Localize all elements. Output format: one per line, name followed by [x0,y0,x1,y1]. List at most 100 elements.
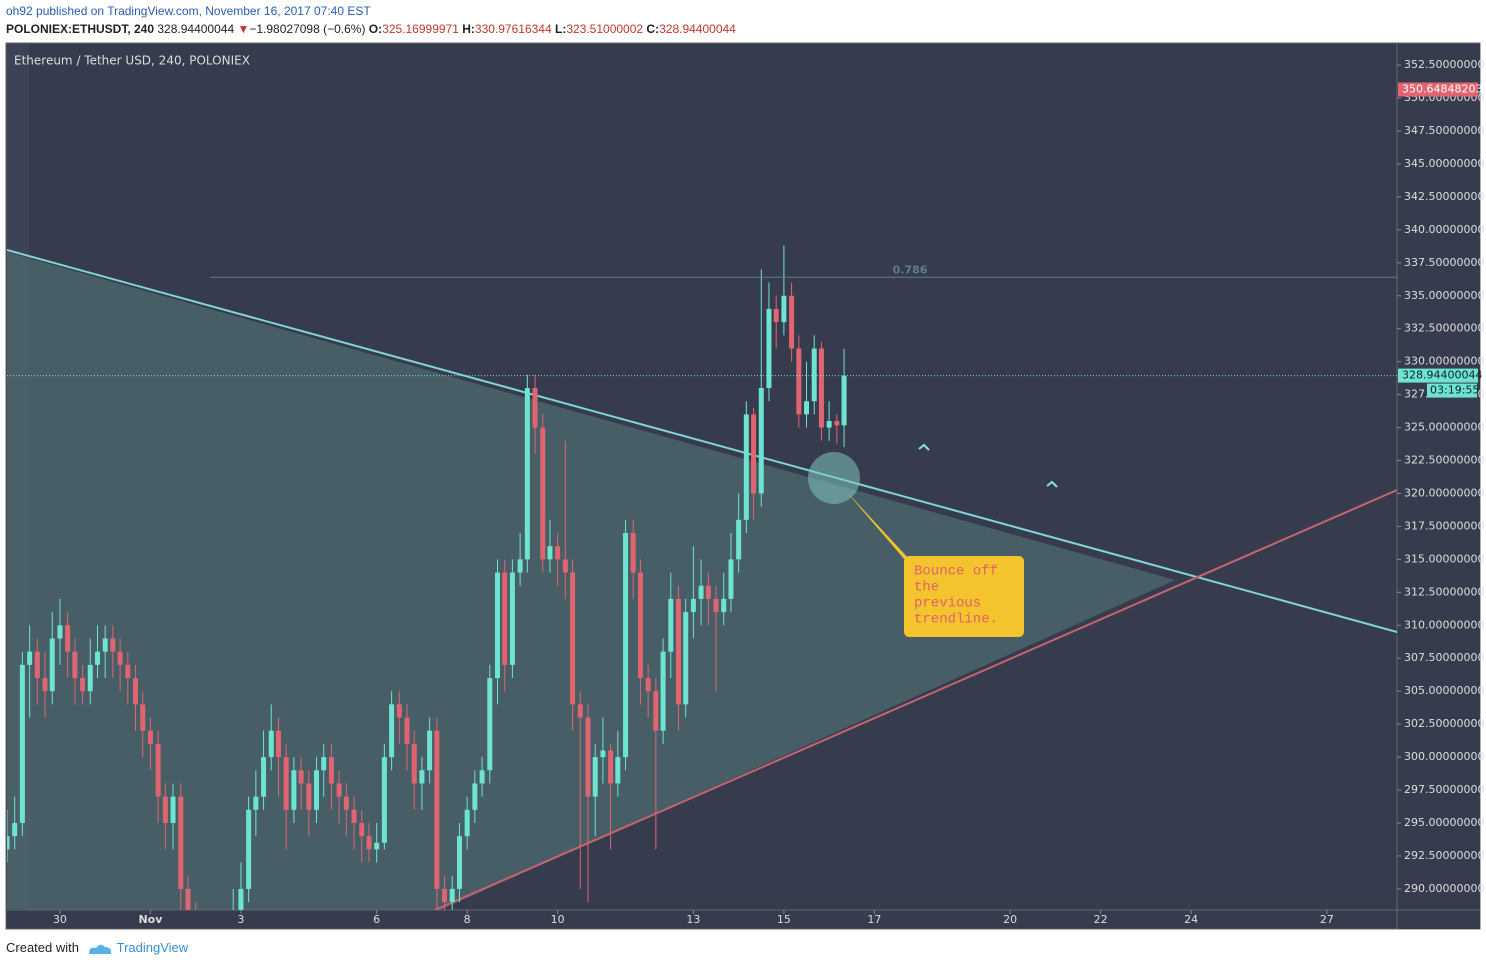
y-tick-label: 352.50000000 [1404,58,1484,71]
candle-body [675,598,681,705]
x-tick-label: 30 [53,913,67,926]
o: 325.16999971 [382,22,459,36]
candle-body [366,836,372,850]
candle-body [253,796,259,810]
candle-body [502,572,508,665]
c-label: C: [646,22,660,36]
candle-body [12,823,18,837]
candles [7,245,847,910]
candle-body [313,770,319,810]
candle-body [487,678,493,771]
candle-body [781,295,787,323]
y-tick-label: 322.50000000 [1404,454,1484,467]
candle-body [472,783,478,810]
candle-body [343,796,349,810]
y-tick-label: 315.00000000 [1404,552,1484,565]
candle-body [336,783,342,797]
candle-body [540,427,546,560]
candle-body [811,348,817,402]
y-tick-label: 295.00000000 [1404,816,1484,829]
byline: oh92 published on TradingView.com, Novem… [6,4,371,18]
x-tick-label: 8 [464,913,471,926]
last-price-label: 328.94400044 [1402,369,1482,382]
candle-body [321,757,327,771]
candle-body [721,598,727,613]
candle-body [275,730,281,758]
arrow: ▼ [237,22,250,36]
y-tick-label: 325.00000000 [1404,421,1484,434]
marker [918,443,930,451]
candle-body [49,638,55,692]
high-price-tag [1398,82,1478,97]
candle-body [834,420,840,426]
candle-body [155,743,161,797]
candle-body [509,572,515,665]
y-tick-label: 330.00000000 [1404,355,1484,368]
chart: Bounce off the previous trendline. Ether… [5,42,1484,930]
candle-body [442,888,448,903]
candle-body [374,842,380,850]
h-label: H: [462,22,475,36]
candle-body [683,612,689,705]
candle-body [27,651,33,665]
candle-body [178,796,184,889]
candle-body [87,664,93,692]
candle-body [351,809,357,824]
candle-body [102,638,108,652]
x-tick-label: 17 [867,913,881,926]
candle-body [547,546,553,560]
created: Created with [6,940,79,955]
drawings [7,249,1397,910]
trendline-up [434,489,1397,910]
candle-body [42,678,48,692]
candle-body [736,519,742,560]
candle-body [298,770,304,784]
candle-body [283,757,289,810]
candle-body [464,809,470,837]
triangle-fill [7,252,1175,910]
candle-body [434,730,440,889]
marker [1046,480,1058,488]
logo [88,944,111,954]
candle-body [117,651,123,665]
candle-body [766,308,772,389]
candle-body [381,757,387,843]
candle-body [72,651,78,679]
candle-body [494,572,500,679]
candle-body [238,888,244,910]
y-tick-label: 332.50000000 [1404,322,1484,335]
y-tick-label: 302.50000000 [1404,717,1484,730]
candle-body [110,638,116,652]
y-tick-label: 335.00000000 [1404,289,1484,302]
x-tick-label: 22 [1094,913,1108,926]
candle-body [65,625,71,652]
candle-body [7,836,10,850]
candle-body [427,730,433,771]
y-tick-label: 342.50000000 [1404,190,1484,203]
ohlc-bar: POLONIEX:ETHUSDT, 240 328.94400044 ▼−1.9… [6,22,736,36]
candle-body [133,678,139,705]
candle-body [789,295,795,349]
symbol: POLONIEX:ETHUSDT, 240 [6,22,155,36]
x-tick-label: 15 [777,913,791,926]
candle-body [34,651,40,679]
candle-body [615,757,621,784]
candle-body [57,625,63,639]
l: 323.51000002 [566,22,644,36]
candle-body [246,809,252,889]
last: 328.94400044 [157,22,235,36]
candle-body [532,388,538,428]
l-label: L: [555,22,567,36]
candle-body [479,770,485,784]
candle-body [585,717,591,797]
candle-body [125,664,131,679]
y-tick-label: 300.00000000 [1404,750,1484,763]
callout-line: the [914,580,939,596]
x-tick-label: 20 [1003,913,1017,926]
y-tick-label: 307.50000000 [1404,651,1484,664]
callout-line: Bounce off [914,564,998,580]
candle-body [291,770,297,810]
o-label: O: [368,22,383,36]
candle-body [449,888,455,903]
